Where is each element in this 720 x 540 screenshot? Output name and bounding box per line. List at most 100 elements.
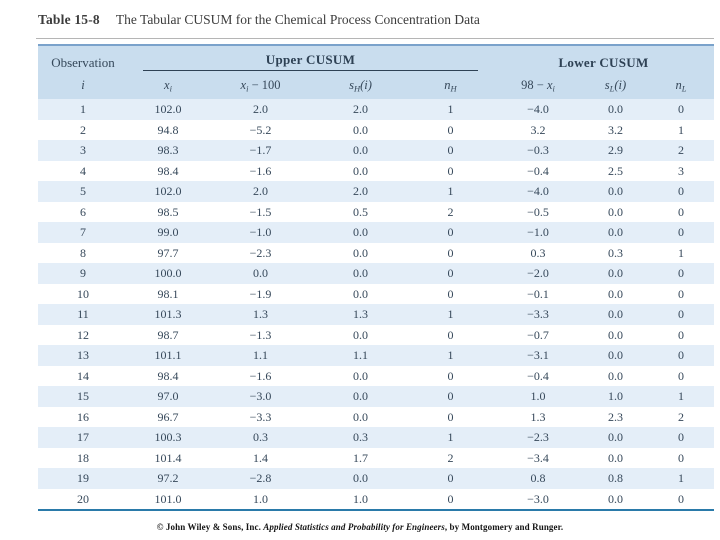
table-cell: 12 [77, 327, 89, 342]
table-cell: −0.4 [527, 368, 549, 383]
table-cell: 0 [447, 409, 454, 424]
table-cell: 6 [80, 204, 86, 219]
lower-cusum-header: Lower CUSUM [558, 55, 649, 70]
table-row: 15 97.0 −3.0 0.0 0 1.0 1.0 1 [38, 386, 714, 407]
footer-book-title: Applied Statistics and Probability for E… [263, 522, 445, 532]
table-cell: 98.4 [157, 163, 179, 178]
table-cell: −4.0 [527, 102, 549, 116]
table-cell: 0.0 [353, 368, 368, 383]
table-cell: 0 [678, 450, 684, 465]
table-cell: −1.3 [249, 327, 272, 342]
table-cell: 97.2 [157, 471, 179, 485]
table-cell: 0.0 [608, 266, 623, 280]
table-cell: 2 [80, 122, 86, 137]
table-cell: 101.1 [154, 348, 182, 362]
table-cell: 0 [447, 225, 454, 239]
table-cell: 0.3 [253, 430, 268, 444]
table-cell: 94.8 [157, 122, 179, 137]
table-cell: 0 [678, 491, 684, 506]
table-cell: 102.0 [154, 102, 182, 116]
table-cell: 0 [678, 225, 684, 239]
table-cell: 1.3 [253, 307, 268, 321]
table-cell: −3.0 [527, 491, 549, 506]
table-cell: 0.0 [353, 225, 368, 239]
table-cell: −3.0 [249, 389, 272, 403]
footer-authors: , by Montgomery and Runger. [444, 522, 564, 532]
table-cell: −3.1 [527, 348, 549, 362]
footer-credit: © John Wiley & Sons, Inc. Applied Statis… [0, 522, 720, 532]
table-row: 19 97.2 −2.8 0.0 0 0.8 0.8 1 [38, 468, 714, 489]
table-cell: 0 [678, 266, 684, 280]
table-cell: 0.8 [530, 471, 546, 485]
table-cell: 3.2 [530, 122, 546, 137]
table-cell: 0.3 [353, 430, 368, 444]
table-cell: 0 [447, 471, 454, 485]
table-cell: 1 [447, 102, 454, 116]
table-cell: 97.0 [157, 389, 179, 403]
table-cell: 98.7 [157, 327, 179, 342]
table-cell: 5 [80, 184, 86, 198]
table-cell: 0.0 [353, 471, 368, 485]
observation-header: Observation [51, 55, 115, 70]
table-cell: 2.0 [253, 102, 268, 116]
table-cell: 2.5 [608, 163, 623, 178]
table-cell: 10 [77, 286, 89, 301]
table-cell: 0.3 [608, 245, 623, 260]
table-cell: −3.3 [527, 307, 549, 321]
table-cell: 0 [447, 245, 454, 260]
table-cell: −1.0 [527, 225, 549, 239]
table-cell: −1.6 [249, 163, 272, 178]
table-cell: −1.6 [249, 368, 272, 383]
table-cell: 0.0 [608, 327, 623, 342]
table-cell: 102.0 [154, 184, 182, 198]
table-cell: 0.0 [608, 225, 623, 239]
table-cell: −2.0 [527, 266, 549, 280]
table-cell: 0 [447, 491, 454, 506]
table-body: 1 102.0 2.0 2.0 1 −4.0 0.0 0 2 94.8 −5.2 0.0 0 3.2 3.2… [38, 99, 714, 510]
table-cell: −0.1 [527, 286, 549, 301]
table-row: 14 98.4 −1.6 0.0 0 −0.4 0.0 0 [38, 365, 714, 386]
table-cell: 1.3 [353, 307, 368, 321]
table-cell: 98.1 [157, 286, 179, 301]
page-title: Table 15-8 The Tabular CUSUM for the Chem… [38, 12, 480, 28]
table-cell: 101.3 [154, 307, 182, 321]
table-row: 17 100.3 0.3 0.3 1 −2.3 0.0 0 [38, 427, 714, 448]
table-cell: −2.3 [249, 245, 272, 260]
group-header-row: Observation Upper CUSUM Lower CUSUM [38, 45, 714, 72]
table-cell: 3 [678, 163, 684, 178]
table-cell: 1 [678, 471, 684, 485]
table-cell: 19 [77, 471, 89, 485]
table-cell: 1.7 [353, 450, 368, 465]
table-cell: 1 [678, 122, 684, 137]
table-cell: 0.0 [608, 204, 623, 219]
table-cell: 2 [447, 450, 454, 465]
table-cell: −0.4 [527, 163, 549, 178]
table-cell: 97.7 [157, 245, 179, 260]
table-cell: 2 [678, 143, 684, 157]
table-cell: 1.0 [608, 389, 623, 403]
table-cell: 9 [80, 266, 86, 280]
table-cell: 0.0 [353, 266, 368, 280]
col-header-nl: nL [675, 77, 687, 94]
table-cell: 1 [447, 430, 454, 444]
table-cell: 1 [80, 102, 86, 116]
table-cell: 0 [447, 286, 454, 301]
table-cell: 20 [77, 491, 89, 506]
table-cell: 1 [447, 184, 454, 198]
table-cell: 100.0 [154, 266, 182, 280]
table-cell: 2.0 [253, 184, 268, 198]
table-cell: 0.0 [353, 245, 368, 260]
table-cell: 3.2 [608, 122, 623, 137]
table-cell: 96.7 [157, 409, 179, 424]
table-row: 4 98.4 −1.6 0.0 0 −0.4 2.5 3 [38, 160, 714, 181]
table-cell: 0.0 [608, 491, 623, 506]
cusum-table: Observation Upper CUSUM Lower CUSUM i xi [38, 44, 714, 511]
table-row: 8 97.7 −2.3 0.0 0 0.3 0.3 1 [38, 242, 714, 263]
table-cell: 99.0 [157, 225, 179, 239]
table-cell: −2.8 [249, 471, 272, 485]
table-cell: −2.3 [527, 430, 549, 444]
table-row: 13 101.1 1.1 1.1 1 −3.1 0.0 0 [38, 345, 714, 366]
table-cell: 0.0 [608, 102, 623, 116]
table-cell: 0.0 [353, 389, 368, 403]
